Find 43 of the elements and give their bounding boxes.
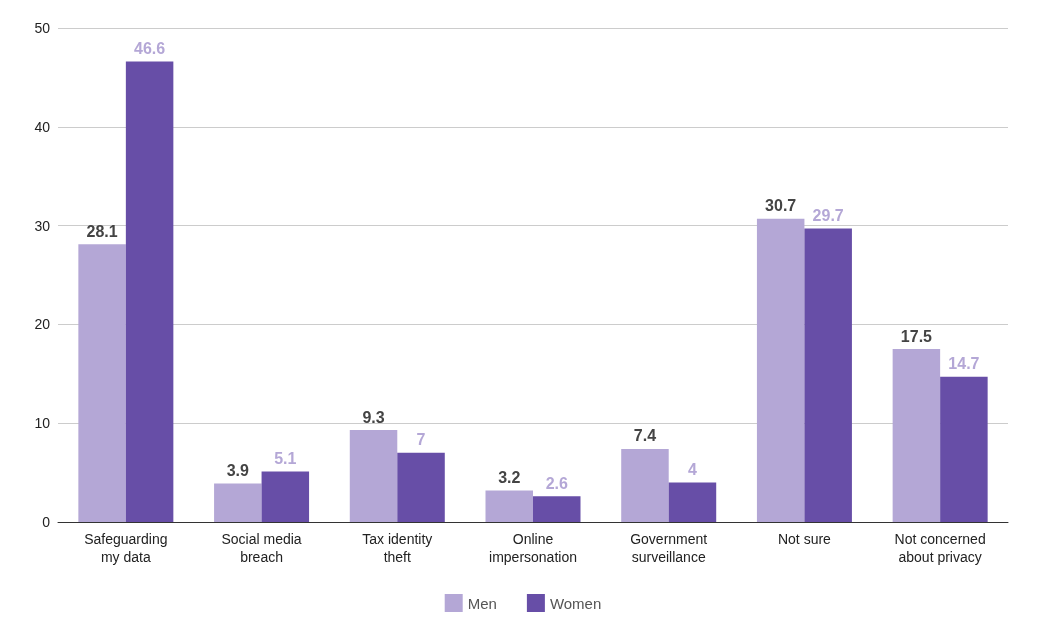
data-label: 4 (688, 460, 698, 478)
data-label: 7 (416, 431, 426, 449)
data-label: 29.7 (812, 207, 844, 225)
data-label: 14.7 (948, 355, 980, 373)
y-tick-label: 40 (34, 118, 51, 135)
x-tick-label: Tax identity theft (362, 531, 433, 565)
bar (349, 430, 398, 522)
bar (485, 490, 533, 522)
legend-label: Men (467, 594, 497, 612)
x-tick-label: Not sure (777, 531, 832, 547)
x-tick-label: Government surveillance (630, 531, 708, 565)
bar (78, 244, 126, 522)
x-tick-label: Online impersonation (489, 531, 577, 565)
y-tick-label: 50 (34, 20, 51, 36)
bar (261, 471, 310, 522)
bar (621, 448, 669, 522)
x-tick-label: Not concerned about privacy (894, 531, 986, 565)
x-tick-label: Social media breach (221, 531, 302, 565)
data-label: 7.4 (633, 427, 657, 445)
bar (397, 452, 445, 522)
data-label: 5.1 (274, 450, 297, 468)
bar (804, 228, 852, 522)
data-label: 9.3 (362, 408, 385, 426)
bar (125, 61, 174, 522)
data-label: 3.9 (226, 461, 250, 479)
y-tick-label: 0 (42, 514, 51, 530)
bar (668, 482, 717, 522)
data-label: 28.1 (86, 222, 118, 240)
bar (214, 483, 262, 522)
y-tick-label: 20 (34, 316, 51, 333)
bar (756, 218, 805, 522)
data-label: 46.6 (134, 40, 166, 58)
x-tick-label: Safeguarding my data (84, 531, 168, 565)
y-tick-label: 30 (34, 217, 51, 234)
data-label: 17.5 (900, 327, 933, 345)
data-label: 30.7 (765, 197, 797, 215)
bar (892, 349, 941, 522)
data-label: 2.6 (545, 474, 568, 492)
bar (533, 496, 581, 522)
y-tick-label: 10 (34, 415, 51, 432)
legend-label: Women (549, 594, 602, 612)
bar (940, 376, 988, 522)
data-label: 3.2 (498, 468, 521, 486)
